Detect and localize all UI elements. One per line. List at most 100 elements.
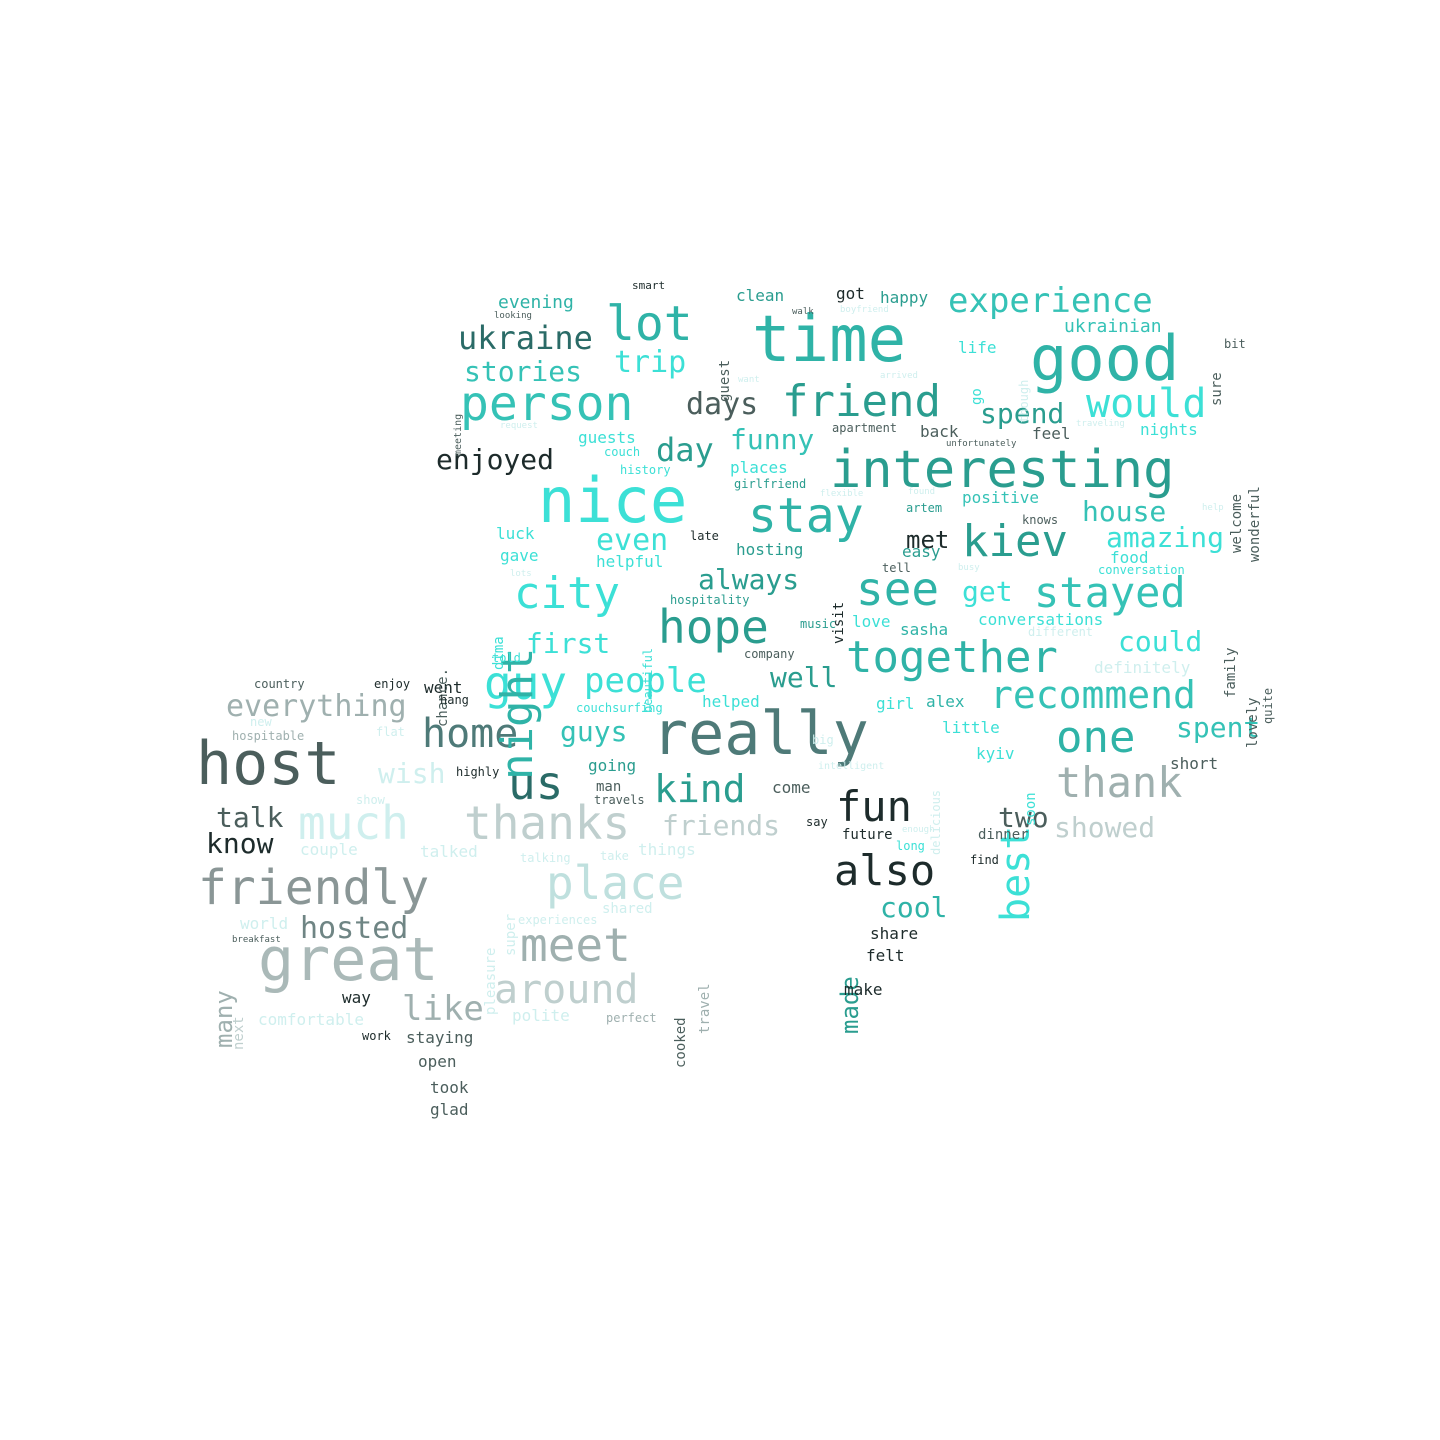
cloud-word-friend: friend — [782, 376, 941, 427]
cloud-word-couch: couch — [604, 445, 641, 459]
cloud-word-girl: girl — [876, 694, 915, 713]
cloud-word-big: big — [812, 733, 834, 747]
cloud-word-stay: stay — [748, 488, 864, 544]
cloud-word-place: place — [546, 856, 685, 910]
cloud-word-us: us — [508, 756, 564, 810]
cloud-word-artem: artem — [906, 501, 943, 515]
cloud-word-fun: fun — [836, 782, 912, 831]
cloud-word-easy: easy — [902, 542, 941, 561]
cloud-word-would: would — [1086, 381, 1207, 427]
cloud-word-show: show — [356, 793, 385, 807]
cloud-word-happy: happy — [880, 288, 929, 307]
cloud-word-new: new — [250, 715, 272, 729]
cloud-word-though: though — [1017, 379, 1031, 424]
cloud-word-couchsurfing: couchsurfing — [576, 701, 663, 715]
cloud-word-next: next — [231, 1015, 247, 1050]
cloud-word-man: man — [596, 779, 622, 795]
cloud-word-kyiv: kyiv — [976, 744, 1015, 763]
cloud-word-took: took — [430, 1078, 469, 1097]
cloud-word-make: make — [844, 980, 883, 999]
cloud-word-bit: bit — [1224, 337, 1246, 351]
cloud-word-looking: looking — [494, 311, 532, 321]
cloud-word-get: get — [962, 575, 1013, 608]
cloud-word-like: like — [402, 989, 484, 1029]
cloud-word-ukraine: ukraine — [458, 319, 593, 357]
cloud-word-together: together — [846, 632, 1058, 683]
cloud-word-spend: spend — [980, 397, 1065, 430]
cloud-word-share: share — [870, 924, 919, 943]
cloud-word-polite: polite — [512, 1006, 570, 1025]
cloud-word-travels: travels — [594, 793, 645, 807]
cloud-word-cool: cool — [880, 891, 948, 924]
cloud-word-couple: couple — [300, 840, 358, 859]
cloud-word-hosted: hosted — [300, 911, 409, 946]
cloud-word-recommend: recommend — [990, 673, 1196, 717]
cloud-word-great: great — [258, 925, 439, 995]
cloud-word-lovely: lovely — [1245, 697, 1261, 749]
cloud-word-arrived: arrived — [880, 371, 918, 381]
cloud-word-time: time — [752, 303, 907, 377]
cloud-word-host: host — [196, 729, 341, 799]
cloud-word-beautiful: beautiful — [641, 647, 655, 713]
cloud-word-take: take — [600, 849, 629, 863]
cloud-word-enjoyed: enjoyed — [436, 443, 555, 476]
cloud-word-friends: friends — [662, 809, 781, 842]
cloud-word-long: long — [896, 839, 925, 853]
cloud-word-world: world — [240, 914, 289, 933]
cloud-word-luck: luck — [496, 524, 535, 543]
cloud-word-back: back — [920, 422, 959, 441]
cloud-word-request: request — [500, 421, 538, 431]
cloud-word-helpful: helpful — [596, 552, 664, 571]
cloud-word-flat: flat — [376, 725, 405, 739]
cloud-word-ukrainian: ukrainian — [1064, 316, 1162, 337]
cloud-word-meet: meet — [520, 918, 631, 972]
cloud-word-food: food — [1110, 548, 1149, 567]
cloud-word-talking: talking — [520, 851, 571, 865]
cloud-word-hosting: hosting — [736, 540, 804, 559]
cloud-word-experience: experience — [948, 281, 1153, 321]
cloud-word-welcome: welcome — [1229, 493, 1245, 553]
cloud-word-meeting: meeting — [453, 413, 464, 456]
cloud-word-definitely: definitely — [1094, 658, 1191, 677]
cloud-word-thanks: thanks — [464, 796, 631, 850]
cloud-word-shared: shared — [602, 901, 653, 917]
cloud-word-apartment: apartment — [832, 421, 898, 435]
cloud-word-day: day — [656, 431, 714, 469]
cloud-word-short: short — [1170, 754, 1219, 773]
cloud-word-delicious: delicious — [929, 789, 943, 855]
cloud-word-girlfriend: girlfriend — [734, 477, 807, 491]
cloud-word-going: going — [588, 756, 637, 775]
cloud-word-hospitable: hospitable — [232, 729, 305, 743]
cloud-word-person: person — [460, 376, 634, 432]
cloud-word-conversation: conversation — [1098, 563, 1185, 577]
cloud-word-spent: spent — [1176, 711, 1261, 744]
cloud-word-positive: positive — [962, 488, 1040, 507]
cloud-word-hospitality: hospitality — [670, 593, 750, 607]
cloud-word-nice: nice — [538, 464, 688, 537]
cloud-word-intelligent: intelligent — [818, 761, 885, 772]
cloud-word-much: much — [298, 796, 409, 850]
cloud-word-sasha: sasha — [900, 620, 949, 639]
cloud-word-boyfriend: boyfriend — [840, 305, 889, 315]
cloud-word-hang: hang — [440, 693, 469, 707]
cloud-word-comfortable: comfortable — [258, 1010, 364, 1029]
cloud-word-dinner: dinner — [978, 827, 1029, 843]
cloud-word-lots: lots — [510, 569, 532, 579]
cloud-word-kind: kind — [654, 767, 746, 811]
cloud-word-help: help — [1202, 503, 1224, 513]
cloud-word-life: life — [958, 338, 997, 357]
cloud-word-really: really — [652, 699, 869, 769]
cloud-word-history: history — [620, 463, 671, 477]
cloud-word-walk: walk — [792, 307, 814, 317]
cloud-word-highly: highly — [456, 765, 500, 779]
cloud-word-see: see — [856, 562, 940, 616]
cloud-word-well: well — [770, 661, 838, 694]
cloud-word-family: family — [1223, 647, 1239, 699]
cloud-word-conversations: conversations — [978, 610, 1104, 629]
cloud-word-hope: hope — [658, 600, 769, 654]
cloud-word-interesting: interesting — [830, 440, 1175, 500]
cloud-word-find: find — [970, 853, 999, 867]
cloud-word-showed: showed — [1054, 811, 1156, 844]
cloud-word-say: say — [806, 815, 828, 829]
